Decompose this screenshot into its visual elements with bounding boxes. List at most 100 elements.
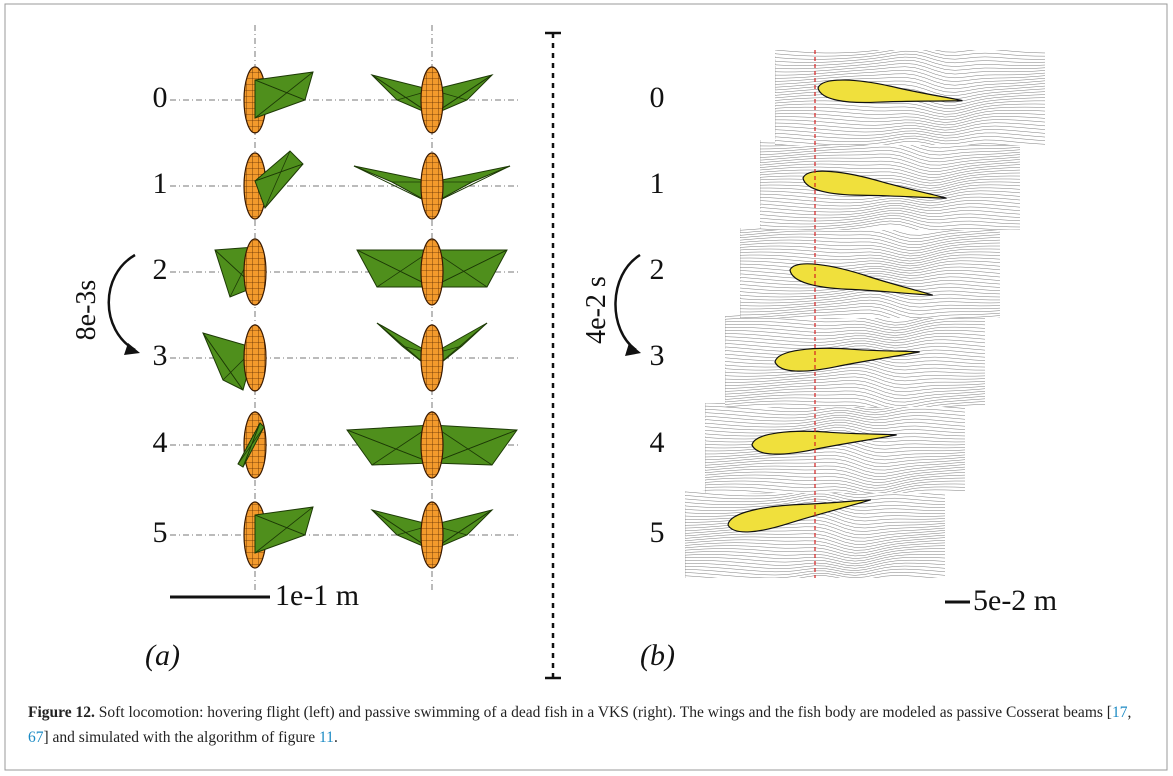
streamline	[775, 80, 1045, 93]
frame-label: 3	[153, 339, 168, 372]
streamline	[705, 424, 966, 434]
caption-text: .	[333, 729, 338, 746]
streamline	[725, 383, 986, 396]
streamline	[775, 84, 1045, 96]
streamline	[685, 539, 946, 551]
streamline	[705, 474, 966, 486]
streamline	[760, 169, 1021, 181]
streamline	[705, 471, 966, 483]
streamline	[740, 303, 1001, 315]
frame-label: 5	[153, 516, 168, 549]
streamline	[685, 568, 946, 576]
streamline	[760, 157, 1021, 169]
streamline	[775, 63, 1045, 75]
streamline	[740, 273, 1001, 280]
streamline	[685, 559, 946, 569]
streamline	[725, 339, 986, 346]
frame-label: 1	[153, 167, 168, 200]
streamline	[775, 129, 1045, 136]
streamline	[725, 373, 986, 385]
streamlines	[740, 228, 1001, 318]
streamline	[685, 526, 946, 539]
streamline	[775, 53, 1045, 64]
streamline	[705, 414, 966, 422]
streamline	[725, 367, 986, 378]
streamline	[685, 536, 946, 548]
streamline	[740, 230, 1001, 242]
body	[420, 501, 444, 569]
streamline	[775, 103, 1045, 115]
streamline	[740, 296, 1001, 308]
streamline	[705, 451, 966, 464]
flow-tile	[760, 140, 1022, 230]
streamline	[705, 429, 966, 440]
streamline	[760, 166, 1021, 178]
panel-b: 0 1 2 3 4 5	[650, 50, 1045, 578]
streamline	[705, 465, 966, 477]
flow-tile	[705, 403, 967, 493]
fish	[802, 170, 947, 199]
wing-rib	[254, 514, 306, 536]
streamline	[775, 116, 1045, 126]
streamline	[685, 501, 946, 511]
streamline	[760, 146, 1021, 159]
streamline	[685, 496, 946, 505]
wing-rib	[254, 79, 306, 101]
streamline	[725, 342, 986, 349]
streamline	[740, 248, 1001, 259]
frame-label: 2	[153, 253, 168, 286]
wing	[431, 424, 518, 466]
streamline	[760, 217, 1021, 228]
wing-rib	[202, 332, 244, 391]
flow-tile	[775, 50, 1045, 145]
body	[420, 152, 444, 220]
streamline	[725, 326, 986, 336]
streamline	[740, 266, 1001, 274]
streamline	[725, 345, 986, 353]
citation[interactable]: 17	[1111, 704, 1128, 721]
fish	[751, 430, 897, 455]
streamline	[775, 132, 1045, 139]
streamline	[725, 397, 986, 407]
streamline	[705, 483, 966, 493]
caption-text: ] and simulated with the algorithm of fi…	[43, 729, 319, 746]
wing	[346, 424, 433, 466]
streamline	[760, 205, 1021, 213]
streamline	[685, 519, 946, 532]
caption: Figure 12. Soft locomotion: hovering fli…	[28, 700, 1143, 750]
streamline	[775, 106, 1045, 118]
streamline	[685, 572, 946, 578]
citation[interactable]: 67	[28, 729, 44, 746]
streamline	[685, 542, 946, 554]
streamline	[705, 422, 966, 431]
caption-text: ,	[1127, 704, 1132, 721]
arrow	[107, 253, 136, 352]
streamline	[705, 455, 966, 468]
streamline	[740, 236, 1001, 248]
scale-label: 5e-2 m	[973, 584, 1057, 617]
streamline	[725, 380, 986, 393]
scale-label: 1e-1 m	[275, 579, 359, 612]
wing-rib	[356, 249, 433, 288]
streamline	[775, 138, 1045, 145]
streamline	[760, 160, 1021, 172]
streamline	[685, 493, 946, 503]
frame-label: 1	[650, 167, 665, 200]
streamline	[725, 364, 986, 374]
streamline	[760, 212, 1021, 222]
figure-link[interactable]: 11	[319, 729, 334, 746]
streamline	[725, 317, 986, 329]
streamline	[760, 210, 1021, 219]
streamline	[740, 251, 1001, 262]
streamline	[705, 427, 966, 437]
frame-label: 4	[153, 426, 168, 459]
streamline	[740, 233, 1001, 245]
panel-label: (a)	[145, 639, 180, 672]
streamline	[685, 533, 946, 545]
panel-a: 0 1 2 3 4 5	[153, 25, 520, 590]
streamline	[740, 299, 1001, 311]
streamlines	[775, 50, 1045, 145]
caption-label: Figure 12.	[28, 704, 95, 721]
streamline	[705, 486, 966, 493]
